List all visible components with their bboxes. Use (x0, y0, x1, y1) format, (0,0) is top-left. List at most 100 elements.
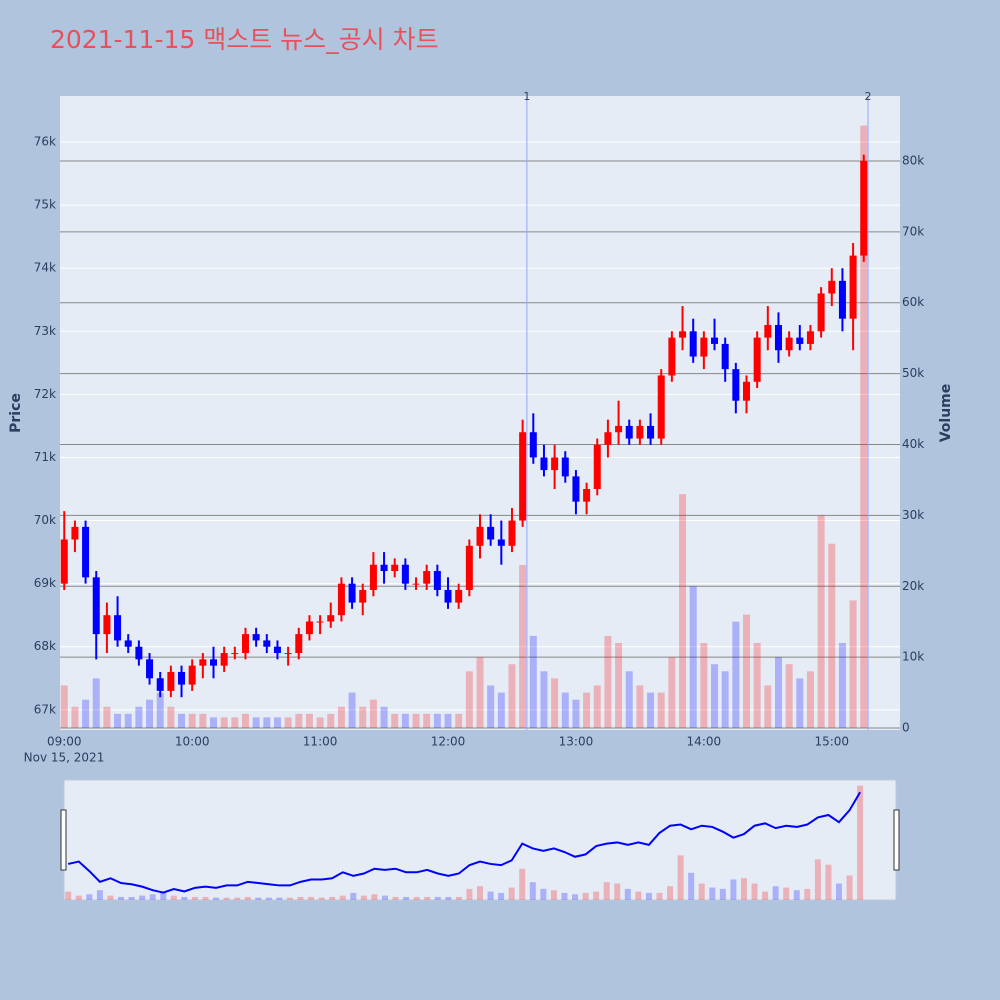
slider-handle[interactable] (893, 809, 900, 871)
candle-body (583, 489, 591, 502)
volume-bar (508, 664, 516, 729)
slider-volume-bar (424, 896, 431, 900)
candle-body (369, 564, 377, 590)
volume-bar (178, 713, 186, 729)
candle-body (412, 583, 420, 585)
candle-body (774, 324, 782, 351)
y2-tick-label: 60k (902, 295, 924, 309)
slider-handle[interactable] (60, 809, 67, 871)
candle-body (561, 457, 569, 477)
candle-body (252, 634, 260, 641)
volume-bar (742, 614, 750, 729)
volume-bar (92, 678, 100, 729)
slider-volume-bar (561, 892, 568, 900)
volume-bar (657, 692, 665, 729)
x-tick-label: 13:00 (559, 735, 594, 749)
volume-bar (593, 685, 601, 729)
slider-volume-bar (445, 896, 452, 900)
candle-body (711, 337, 719, 344)
slider-volume-bar (762, 891, 769, 900)
candle-body (295, 634, 303, 654)
volume-bar (188, 713, 196, 729)
slider-volume-bar (350, 892, 357, 900)
candle-body (572, 476, 580, 502)
x-tick-label: 09:00 (47, 735, 82, 749)
volume-bar (263, 717, 271, 729)
candle-body (423, 571, 431, 584)
slider-volume-bar (118, 896, 125, 900)
slider-volume-bar (107, 895, 114, 900)
x-tick-label: 15:00 (814, 735, 849, 749)
y2-tick-label: 0 (902, 721, 910, 735)
candle-body (455, 589, 463, 603)
slider-volume-bar (614, 883, 621, 900)
plot-area (60, 96, 900, 730)
slider-volume-bar (572, 894, 579, 900)
candle-body (199, 659, 207, 666)
volume-bar (273, 717, 281, 729)
slider-volume-bar (265, 897, 272, 900)
x-tick-label: 12:00 (431, 735, 466, 749)
candle-body (327, 615, 335, 622)
volume-bar (380, 706, 388, 729)
slider-volume-bar (719, 888, 726, 900)
volume-bar (572, 699, 580, 729)
candle-body (742, 381, 750, 401)
candle-body (71, 526, 79, 540)
candle-body (210, 659, 218, 666)
range-slider[interactable] (63, 779, 897, 901)
slider-volume-bar (550, 890, 557, 900)
candle-body (551, 457, 559, 471)
candle-body (657, 375, 665, 439)
slider-volume-bar (160, 892, 167, 900)
slider-volume-bar (793, 890, 800, 900)
volume-bar (497, 692, 505, 729)
candle-body (828, 280, 836, 294)
slider-volume-bar (392, 896, 399, 900)
slider-volume-bar (329, 896, 336, 900)
volume-bar (689, 586, 697, 729)
volume-bar (167, 706, 175, 729)
slider-volume-bar (170, 895, 177, 900)
candle-body (273, 646, 281, 654)
volume-bar (295, 713, 303, 729)
candle-body (679, 331, 687, 338)
volume-bar (785, 664, 793, 729)
volume-bar (476, 657, 484, 729)
slider-volume-bar (857, 785, 864, 900)
slider-volume-bar (498, 892, 505, 900)
candle-body (849, 255, 857, 319)
candle-body (444, 589, 452, 603)
candle-body (348, 583, 356, 603)
volume-bar (636, 685, 644, 729)
candle-body (838, 280, 846, 319)
candle-body (519, 432, 527, 521)
slider-volume-bar (308, 896, 315, 900)
volume-bar (487, 685, 495, 729)
candle-body (284, 653, 292, 655)
volume-bar (199, 713, 207, 729)
slider-close-line (68, 791, 861, 894)
volume-bar (146, 699, 154, 729)
slider-volume-bar (582, 892, 589, 900)
slider-volume-bar (603, 882, 610, 900)
volume-bar (284, 717, 292, 729)
candle-body (188, 665, 196, 685)
volume-bar (114, 713, 122, 729)
volume-bar (817, 515, 825, 729)
candle-body (263, 640, 271, 647)
slider-volume-bar (339, 895, 346, 900)
volume-bar (241, 713, 249, 729)
slider-volume-bar (413, 896, 420, 900)
slider-volume-bar (751, 883, 758, 900)
candle-body (146, 659, 154, 679)
slider-volume-bar (740, 878, 747, 900)
volume-bar (433, 713, 441, 729)
x-tick-label: 10:00 (175, 735, 210, 749)
y-tick-label: 75k (34, 198, 56, 212)
candle-body (764, 324, 772, 338)
candle-body (689, 331, 697, 357)
slider-volume-bar (477, 886, 483, 900)
volume-bar (529, 635, 537, 729)
